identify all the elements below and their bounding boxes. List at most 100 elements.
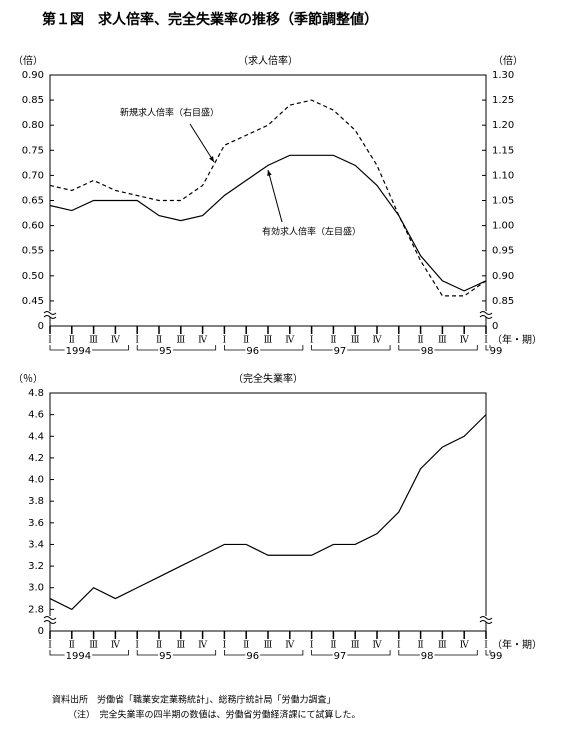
x-tick-label: Ⅲ — [438, 336, 447, 346]
y2-tick-label: 1.15 — [492, 145, 514, 156]
y-tick-label: 0.90 — [22, 70, 44, 81]
x-tick-label: Ⅲ — [264, 641, 273, 651]
y-tick-label: 3.6 — [28, 518, 44, 529]
y-tick-label: 3.2 — [28, 561, 44, 572]
year-bracket — [485, 650, 491, 656]
y2-tick-label: 0 — [492, 321, 498, 332]
x-tick-label: Ⅳ — [285, 336, 295, 346]
x-axis-unit: （年・期） — [492, 333, 542, 346]
series-line — [49, 414, 487, 611]
x-tick-label: Ⅲ — [351, 641, 360, 651]
year-bracket — [224, 650, 304, 656]
y-tick-label: 4.6 — [28, 410, 44, 421]
x-tick-label: Ⅳ — [111, 641, 121, 651]
y-tick-label: 3.4 — [28, 539, 44, 550]
x-tick-label: Ⅳ — [373, 336, 383, 346]
y-tick-label: 2.8 — [28, 604, 44, 615]
y-tick-label: 4.0 — [28, 475, 44, 486]
year-label-bg — [419, 653, 435, 657]
x-tick-label: Ⅰ — [223, 336, 227, 346]
y-tick-label: 4.4 — [28, 431, 44, 442]
year-label: 98 — [421, 651, 434, 662]
year-label-bg — [64, 653, 93, 657]
plot-frame — [49, 392, 487, 632]
x-tick-label: Ⅱ — [418, 641, 424, 651]
y2-tick-label: 1.05 — [492, 196, 514, 207]
axis-break-mark — [479, 311, 493, 319]
y2-tick-label: 0.85 — [492, 296, 514, 307]
year-label-bg — [488, 653, 504, 657]
year-label: 99 — [490, 346, 503, 357]
y-tick-label: 4.8 — [28, 388, 44, 399]
y-tick-label: 0 — [38, 626, 44, 637]
year-label: 95 — [159, 651, 172, 662]
x-tick-label: Ⅰ — [310, 641, 314, 651]
y-tick-label: 0 — [38, 321, 44, 332]
y-tick-label: 0.55 — [22, 246, 44, 257]
x-tick-label: Ⅰ — [484, 336, 488, 346]
year-bracket — [311, 345, 391, 351]
year-label-bg — [245, 348, 261, 352]
year-label: 97 — [334, 346, 347, 357]
x-tick-label: Ⅰ — [397, 641, 401, 651]
x-tick-label: Ⅰ — [48, 641, 52, 651]
y-tick-label: 0.85 — [22, 95, 44, 106]
y2-axis-unit: （倍） — [493, 54, 523, 67]
year-label: 96 — [246, 651, 259, 662]
figure-title: 第１図 求人倍率、完全失業率の推移（季節調整値） — [42, 11, 378, 28]
x-tick-label: Ⅲ — [438, 641, 447, 651]
series-label: 有効求人倍率（左目盛） — [262, 226, 361, 238]
x-tick-label: Ⅱ — [69, 641, 75, 651]
y-tick-label: 0.50 — [22, 271, 44, 282]
x-tick-label: Ⅳ — [198, 336, 208, 346]
arrow-head — [209, 156, 214, 162]
x-tick-label: Ⅰ — [397, 336, 401, 346]
y-tick-label: 0.80 — [22, 120, 44, 131]
arrow-head — [267, 170, 272, 176]
axis-break-gap — [480, 311, 492, 317]
series-line — [49, 99, 487, 297]
x-tick-label: Ⅲ — [176, 336, 185, 346]
year-label-bg — [488, 348, 504, 352]
label-arrow — [267, 169, 283, 223]
year-bracket — [136, 650, 217, 656]
axis-break-mark — [43, 311, 57, 319]
x-axis-unit: （年・期） — [492, 638, 542, 651]
year-label-bg — [245, 653, 261, 657]
axis-break-mark — [43, 616, 57, 624]
y2-tick-label: 0.95 — [492, 246, 514, 257]
year-label: 1994 — [66, 346, 91, 357]
axis-break-gap — [44, 616, 56, 622]
x-tick-label: Ⅱ — [330, 336, 336, 346]
note: （注） 完全失業率の四半期の数値は、労働省労働経済課にて試算した。 — [68, 709, 361, 721]
x-tick-label: Ⅱ — [69, 336, 75, 346]
x-tick-label: Ⅰ — [310, 336, 314, 346]
y2-tick-label: 0.90 — [492, 271, 514, 282]
year-label-bg — [158, 653, 173, 657]
year-bracket — [485, 345, 491, 351]
year-label-bg — [158, 348, 173, 352]
year-bracket — [398, 345, 478, 351]
y2-tick-label: 1.25 — [492, 95, 514, 106]
y-tick-label: 4.2 — [28, 453, 44, 464]
x-tick-label: Ⅳ — [285, 641, 295, 651]
x-tick-label: Ⅰ — [484, 641, 488, 651]
x-tick-label: Ⅲ — [89, 336, 98, 346]
year-label: 96 — [246, 346, 259, 357]
y-tick-label: 3.0 — [28, 583, 44, 594]
series-label: 新規求人倍率（右目盛） — [120, 107, 219, 119]
year-label-bg — [64, 348, 93, 352]
x-tick-label: Ⅲ — [264, 336, 273, 346]
x-tick-label: Ⅳ — [460, 641, 470, 651]
chart-subtitle: （求人倍率） — [238, 54, 298, 67]
year-bracket — [136, 345, 217, 351]
year-bracket — [398, 650, 478, 656]
year-bracket — [224, 345, 304, 351]
y-tick-label: 0.75 — [22, 145, 44, 156]
x-tick-label: Ⅲ — [176, 641, 185, 651]
axis-break-gap — [44, 311, 56, 317]
year-label-bg — [332, 653, 348, 657]
axis-break-mark — [479, 616, 493, 624]
